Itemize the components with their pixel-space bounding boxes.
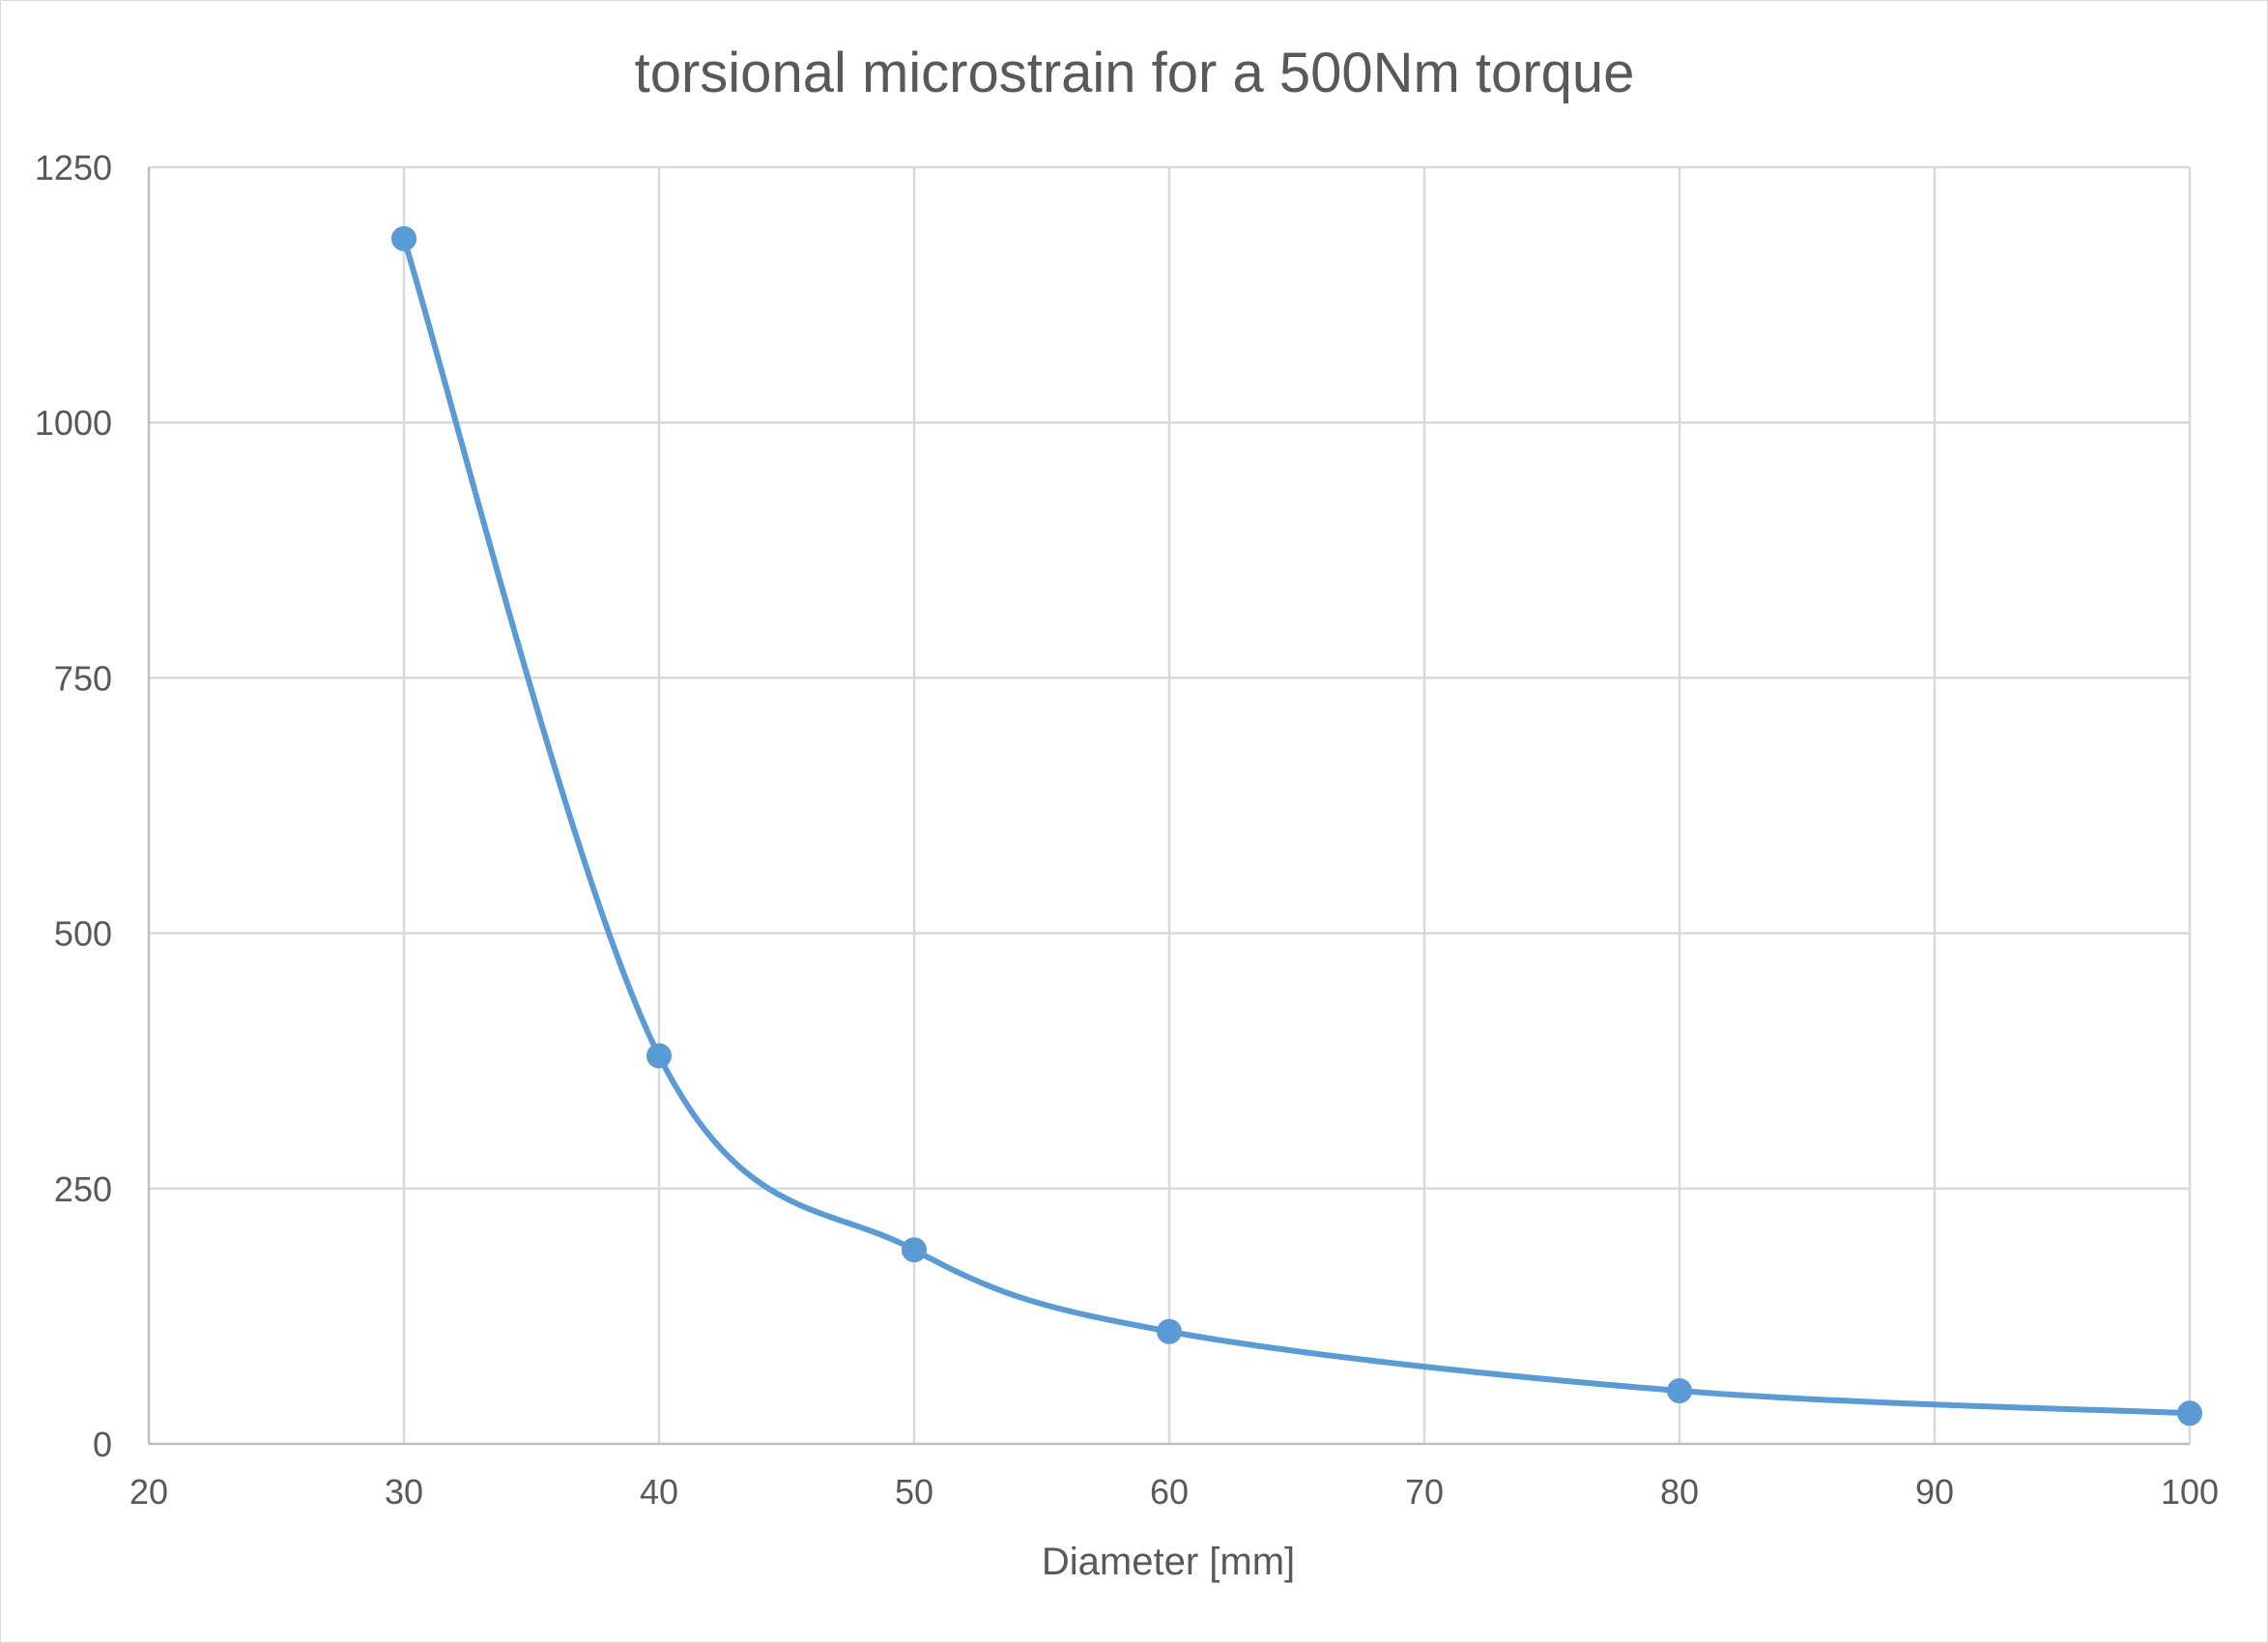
x-tick-label: 50 [895,1472,933,1512]
x-tick-label: 90 [1915,1472,1954,1512]
data-point [1157,1318,1182,1344]
x-tick-label: 70 [1405,1472,1444,1512]
tick-labels: 0 250 500 750 1000 1250 20 30 40 50 60 70 80 90 100 [35,148,2219,1512]
x-tick-label: 40 [640,1472,678,1512]
x-tick-label: 100 [2161,1472,2219,1512]
axes [147,167,2190,1446]
plot-series [391,225,2202,1427]
y-tick-label: 750 [54,658,112,698]
data-point [1667,1378,1692,1404]
data-point [646,1043,672,1069]
data-point [2177,1400,2202,1427]
x-tick-label: 80 [1660,1472,1699,1512]
y-tick-label: 0 [93,1425,112,1464]
y-tick-label: 250 [54,1169,112,1209]
x-tick-label: 30 [385,1472,423,1512]
chart-title: torsional microstrain for a 500Nm torque [635,42,1635,104]
gridlines [149,165,2192,1444]
y-tick-label: 1000 [35,403,112,443]
x-tick-label: 60 [1150,1472,1189,1512]
y-tick-label: 500 [54,914,112,954]
y-tick-label: 1250 [35,148,112,187]
series-line [401,235,2193,1417]
data-point [902,1237,927,1263]
data-point [391,225,416,251]
x-axis-title: Diameter [mm] [1042,1541,1295,1583]
x-tick-label: 20 [129,1472,168,1512]
